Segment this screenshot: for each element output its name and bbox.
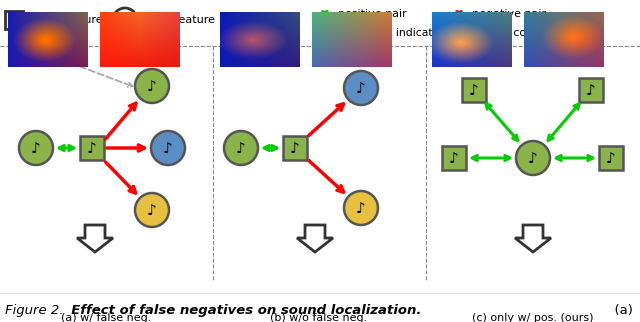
- Text: ♪: ♪: [606, 151, 616, 166]
- Bar: [283, 136, 307, 160]
- Circle shape: [19, 131, 53, 165]
- Bar: [442, 146, 466, 170]
- Text: ♪: ♪: [147, 204, 157, 219]
- Text: positive pair: positive pair: [338, 9, 407, 19]
- Text: ♪: ♪: [87, 141, 97, 156]
- Text: ♪: ♪: [236, 141, 246, 156]
- Circle shape: [224, 131, 258, 165]
- Circle shape: [151, 131, 185, 165]
- Circle shape: [135, 193, 169, 227]
- Bar: [599, 146, 623, 170]
- Circle shape: [135, 69, 169, 103]
- Circle shape: [113, 8, 137, 32]
- Text: negative pair: negative pair: [472, 9, 546, 19]
- Text: (a): (a): [606, 304, 633, 317]
- Text: ♪: ♪: [449, 151, 459, 166]
- Text: (c) only w/ pos. (ours): (c) only w/ pos. (ours): [472, 313, 594, 322]
- Text: false neg.: false neg.: [18, 55, 66, 65]
- Text: ♪: ♪: [356, 202, 366, 216]
- Text: ♪: ♪: [163, 141, 173, 156]
- Text: ♪: ♪: [356, 81, 366, 97]
- Text: Figure 2.: Figure 2.: [5, 304, 63, 317]
- Polygon shape: [297, 225, 333, 252]
- Bar: [462, 78, 486, 102]
- Text: visual feature: visual feature: [26, 15, 102, 25]
- Circle shape: [344, 71, 378, 105]
- Bar: [80, 136, 104, 160]
- Text: ♪: ♪: [469, 83, 479, 99]
- Bar: [579, 78, 603, 102]
- Text: ♪: ♪: [147, 80, 157, 94]
- Polygon shape: [515, 225, 551, 252]
- Circle shape: [516, 141, 550, 175]
- Bar: [0, 0, 640, 46]
- Text: Effect of false negatives on sound localization.: Effect of false negatives on sound local…: [62, 304, 421, 317]
- Circle shape: [344, 191, 378, 225]
- Text: ♪: ♪: [528, 151, 538, 166]
- Polygon shape: [77, 225, 113, 252]
- Text: audio feature: audio feature: [140, 15, 215, 25]
- Text: categories are indicated in different colors: categories are indicated in different co…: [314, 28, 546, 38]
- Text: (b) w/o false neg.: (b) w/o false neg.: [270, 313, 367, 322]
- Text: ♪: ♪: [290, 141, 300, 156]
- Bar: [5, 11, 23, 29]
- Text: (a) w/ false neg.: (a) w/ false neg.: [61, 313, 151, 322]
- Text: ♪: ♪: [586, 83, 596, 99]
- Text: ♪: ♪: [31, 141, 41, 156]
